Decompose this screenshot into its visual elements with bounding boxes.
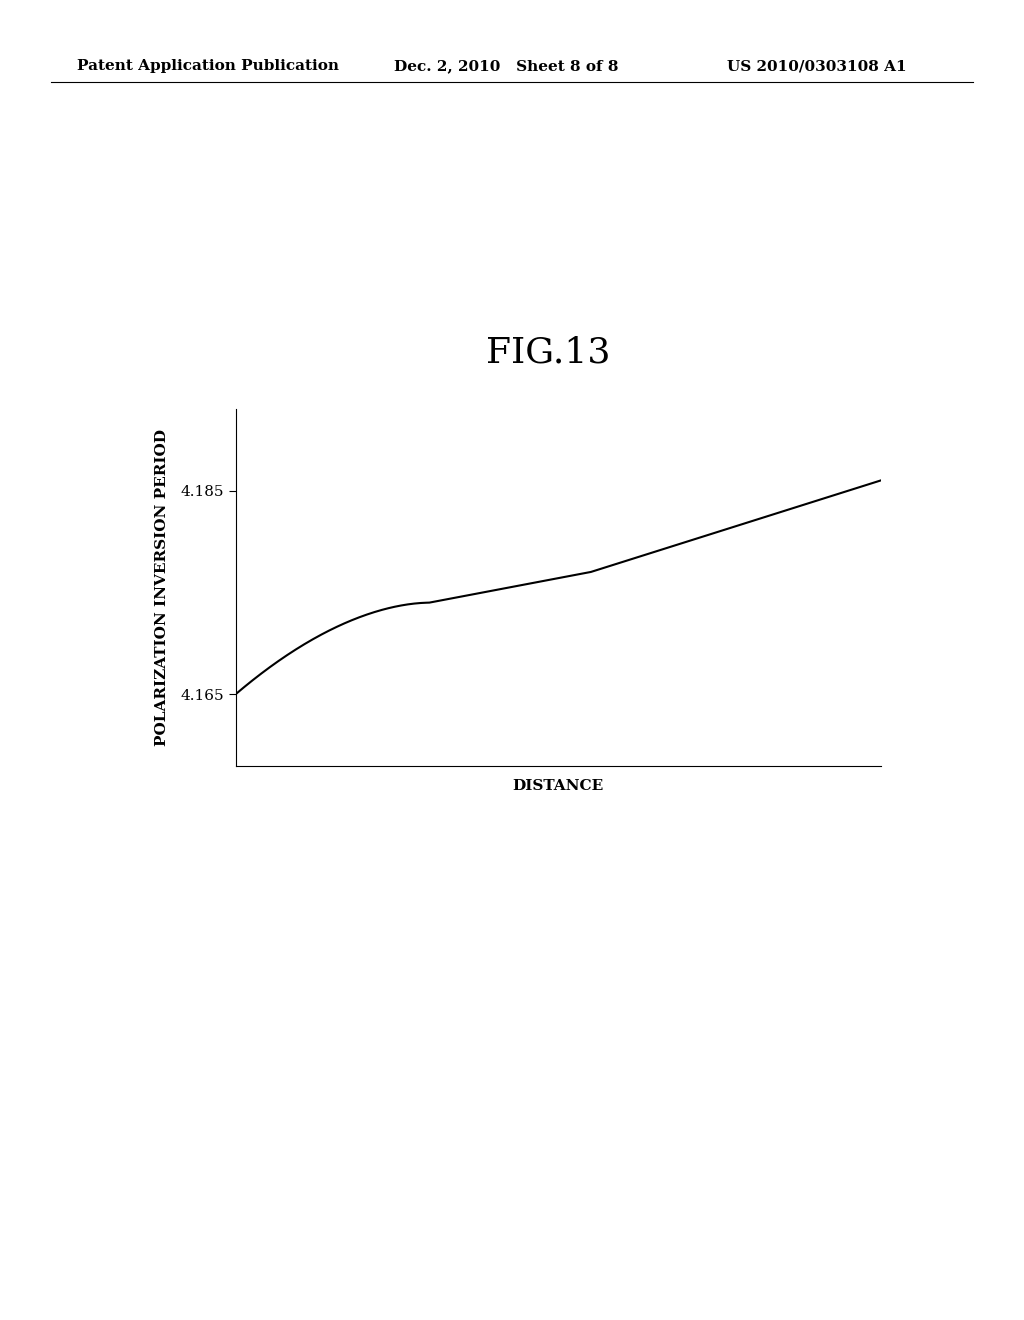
- Text: Patent Application Publication: Patent Application Publication: [77, 59, 339, 73]
- Y-axis label: POLARIZATION INVERSION PERIOD: POLARIZATION INVERSION PERIOD: [155, 429, 169, 746]
- X-axis label: DISTANCE: DISTANCE: [512, 780, 604, 793]
- Text: Dec. 2, 2010   Sheet 8 of 8: Dec. 2, 2010 Sheet 8 of 8: [394, 59, 618, 73]
- Text: US 2010/0303108 A1: US 2010/0303108 A1: [727, 59, 906, 73]
- Text: FIG.13: FIG.13: [485, 335, 610, 370]
